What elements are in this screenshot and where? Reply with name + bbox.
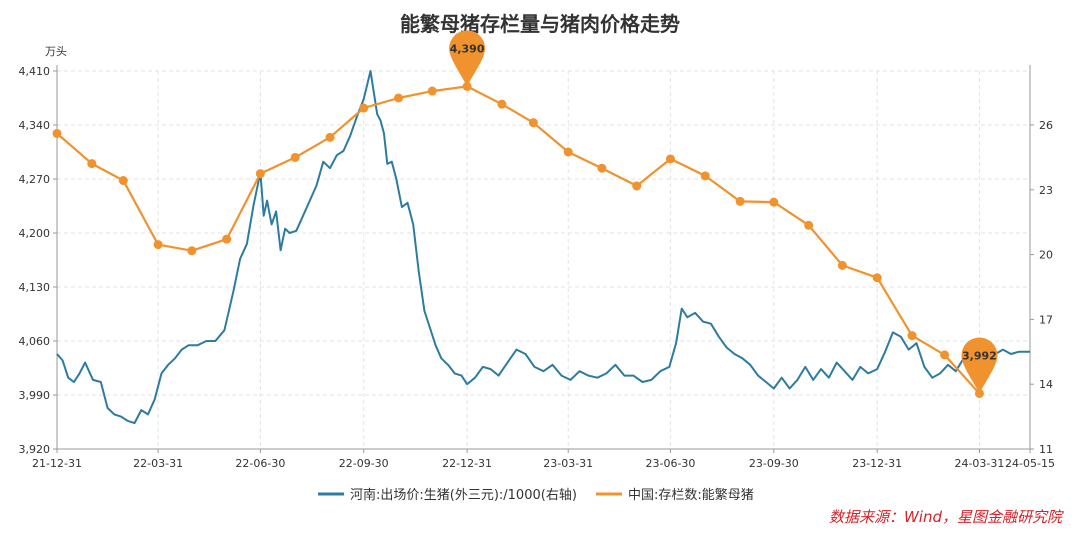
x-axis-tick-label: 23-09-30 [749,457,799,470]
data-source-note: 数据来源：Wind，星图金融研究院 [829,508,1064,526]
annotation-pin [961,337,998,394]
axes: 3,920 3,990 4,060 4,130 4,200 4,270 4,340 4,410… [19,65,1055,470]
x-axis-tick-label: 22-12-31 [442,457,492,470]
sow-inventory-point [940,350,950,360]
sow-inventory-point [528,118,538,128]
x-axis-tick-label: 24-05-15 [1005,457,1055,470]
left-axis-tick-label: 3,920 [19,443,51,456]
left-axis-tick-label: 4,060 [19,335,51,348]
sow-inventory-line [56,85,981,395]
sow-inventory-point [87,159,97,169]
grid-lines [57,70,1030,450]
sow-inventory-point [804,220,814,230]
left-axis-tick-label: 4,130 [19,281,51,294]
sow-inventory-point [563,147,573,157]
hog-price-line [56,70,1030,425]
sow-inventory-point [497,99,507,109]
left-axis-tick-label: 4,270 [19,173,51,186]
annotation-label: 3,992 [962,349,997,362]
sow-inventory-point [769,197,779,207]
sow-inventory-point [735,196,745,206]
x-axis-tick-label: 23-06-30 [645,457,695,470]
sow-inventory-point [187,246,197,256]
annotation-label: 4,390 [450,42,485,55]
sow-inventory-point [222,234,232,244]
left-axis-tick-label: 3,990 [19,389,51,402]
left-axis-tick-label: 4,200 [19,227,51,240]
x-axis-tick-label: 24-03-31 [954,457,1004,470]
sow-inventory-point [427,86,437,96]
sow-inventory-point [632,181,642,191]
annotation-pin [449,30,486,87]
sow-inventory-point [325,132,335,142]
right-axis-tick-label: 26 [1039,119,1053,132]
x-axis-tick-label: 21-12-31 [32,457,82,470]
sow-inventory-point [700,171,710,181]
left-axis-unit: 万头 [45,45,67,58]
left-axis-tick-label: 4,410 [19,65,51,78]
x-axis-tick-label: 23-12-31 [852,457,902,470]
sow-inventory-point [597,163,607,173]
right-axis-tick-label: 17 [1039,313,1053,326]
sow-inventory-point [394,93,404,103]
left-axis-tick-label: 4,340 [19,119,51,132]
x-axis-tick-label: 22-03-31 [133,457,183,470]
legend: 河南:出场价:生猪(外三元):/1000(右轴) 中国:存栏数:能繁母猪 [318,487,754,503]
legend-label-sow-inventory: 中国:存栏数:能繁母猪 [628,487,754,503]
sow-inventory-point [153,240,163,250]
sow-inventory-point [907,331,917,341]
x-axis-tick-label: 22-09-30 [339,457,389,470]
annotations-layer: 4,390 3,992 [449,30,998,394]
sow-inventory-point [872,273,882,283]
legend-label-hog-price: 河南:出场价:生猪(外三元):/1000(右轴) [350,487,577,503]
sow-inventory-point [359,103,369,113]
right-axis-tick-label: 23 [1039,184,1053,197]
right-axis-tick-label: 14 [1039,378,1053,391]
sow-inventory-point [52,128,62,138]
sow-inventory-point [118,176,128,186]
sow-inventory-point [665,154,675,164]
right-axis-tick-label: 20 [1039,249,1053,262]
sow-inventory-point [290,152,300,162]
series-layer [52,70,1030,425]
right-axis-tick-label: 11 [1039,443,1053,456]
chart-title: 能繁母猪存栏量与猪肉价格走势 [400,12,680,36]
legend-item-hog-price: 河南:出场价:生猪(外三元):/1000(右轴) [318,487,577,503]
x-axis-tick-label: 23-03-31 [543,457,593,470]
sow-inventory-point [255,169,265,179]
sow-inventory-point [837,260,847,270]
x-axis-tick-label: 22-06-30 [235,457,285,470]
legend-item-sow-inventory: 中国:存栏数:能繁母猪 [596,487,754,503]
